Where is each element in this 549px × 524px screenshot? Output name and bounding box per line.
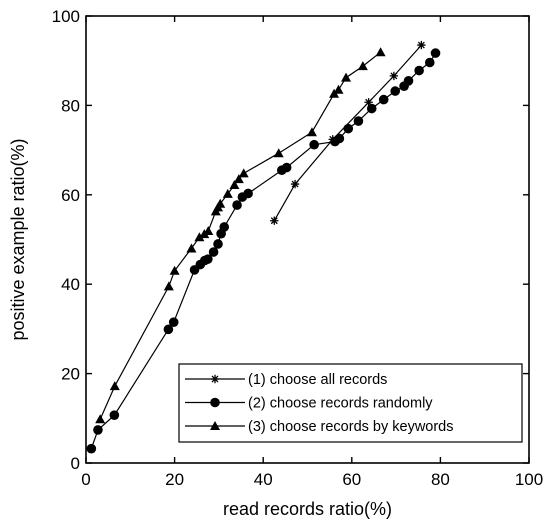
- series-2-point-4: [168, 317, 179, 327]
- series-1-point-4: [389, 71, 399, 81]
- legend-marker-2: [210, 397, 220, 408]
- y-tick-label-1: 20: [61, 365, 80, 384]
- series-3-point-4: [186, 243, 197, 253]
- series-3-point-11: [222, 188, 233, 198]
- series-3-point-1: [109, 381, 120, 391]
- series-2-point-29: [424, 57, 435, 68]
- series-3-point-19: [341, 72, 352, 82]
- series-2-point-12: [219, 222, 230, 232]
- series-1-point-3: [364, 98, 373, 107]
- series-3-point-15: [273, 148, 284, 158]
- series-3-point-10: [215, 198, 226, 208]
- series-2-point-3: [163, 324, 174, 335]
- x-tick-label-2: 40: [254, 470, 273, 489]
- legend-marker-3: [210, 421, 220, 430]
- legend-label-3: (3) choose records by keywords: [248, 419, 454, 435]
- series-3-point-12: [229, 179, 240, 189]
- y-tick-label-2: 40: [61, 275, 80, 294]
- series-2-point-2: [109, 410, 120, 420]
- y-tick-label-0: 0: [71, 454, 80, 473]
- series-3-point-14: [238, 168, 249, 178]
- series-2-point-30: [430, 48, 441, 58]
- series-2-point-23: [366, 103, 377, 114]
- series-2-point-21: [343, 123, 354, 134]
- y-tick-label-5: 100: [52, 7, 80, 26]
- series-3-point-5: [194, 232, 205, 242]
- series-2-point-9: [208, 247, 219, 257]
- series-3-point-21: [375, 47, 386, 57]
- series-2-point-0: [86, 443, 97, 454]
- series-3: [95, 47, 386, 424]
- series-2-point-1: [93, 425, 103, 435]
- legend-marker-1: [210, 374, 220, 384]
- series-3-point-7: [203, 226, 214, 236]
- series-2: [86, 48, 441, 454]
- tick-labels-layer: 0 20 40 60 80 100 0 20 40 60 80 100: [52, 7, 544, 489]
- series-3-point-18: [333, 84, 344, 94]
- x-axis-label: read records ratio(%): [223, 499, 392, 519]
- series-1-point-5: [417, 40, 426, 50]
- series-1-point-0: [270, 216, 279, 225]
- series-2-point-24: [378, 94, 389, 105]
- series-2-point-20: [334, 133, 345, 144]
- plot-frame: [85, 15, 530, 464]
- series-1-point-1: [290, 179, 300, 189]
- series-1-line: [273, 44, 422, 221]
- y-axis-label: positive example ratio(%): [8, 138, 28, 340]
- series-2-point-17: [281, 162, 292, 173]
- series-layer: [86, 40, 441, 454]
- x-tick-label-4: 80: [431, 470, 450, 489]
- series-2-point-18: [309, 139, 319, 150]
- series-2-point-15: [243, 188, 253, 199]
- legend-label-2: (2) choose records randomly: [248, 396, 433, 412]
- series-3-point-3: [169, 265, 180, 275]
- series-2-point-27: [403, 76, 414, 86]
- x-tick-label-0: 0: [81, 470, 90, 489]
- series-2-point-10: [213, 239, 223, 249]
- series-2-point-22: [353, 116, 364, 126]
- legend-label-1: (1) choose all records: [248, 372, 387, 388]
- series-2-point-13: [232, 200, 242, 210]
- series-2-point-25: [390, 86, 401, 96]
- y-tick-label-4: 80: [61, 96, 80, 115]
- legend: (1) choose all records (2) choose records…: [178, 363, 523, 443]
- series-2-point-28: [414, 65, 424, 76]
- series-3-point-2: [163, 281, 174, 291]
- y-tick-label-3: 60: [61, 186, 80, 205]
- x-tick-label-1: 20: [165, 470, 184, 489]
- series-3-point-0: [95, 414, 106, 424]
- series-3-point-20: [357, 61, 368, 71]
- x-tick-label-3: 60: [342, 470, 361, 489]
- series-3-point-16: [306, 127, 317, 137]
- x-tick-label-5: 100: [515, 470, 543, 489]
- series-3-point-13: [233, 174, 244, 184]
- series-2-point-8: [203, 254, 213, 264]
